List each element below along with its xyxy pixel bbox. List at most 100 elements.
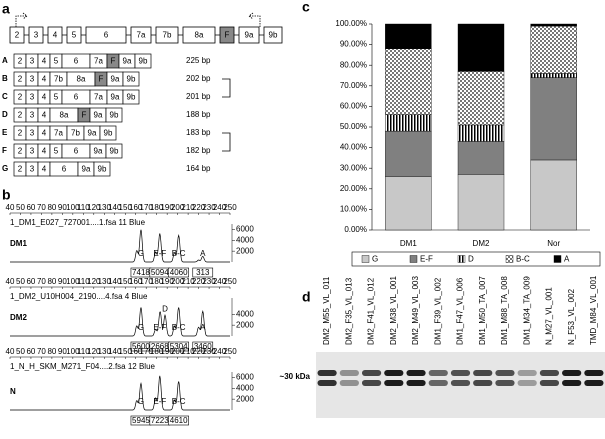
exon: [130, 26, 152, 44]
exon-label: 9a: [88, 129, 97, 138]
x-tick-label: 60: [26, 277, 35, 286]
x-tick-label: 240: [213, 277, 227, 286]
exon-label: F: [82, 111, 87, 120]
bar-segment: [457, 174, 505, 231]
exon-label: 2: [18, 75, 23, 84]
exon-label: 2: [18, 57, 23, 66]
exon-label: 9b: [98, 165, 107, 174]
exon-label: 9a: [123, 57, 132, 66]
exon-label: 2: [18, 111, 23, 120]
exon-label: 4: [42, 129, 47, 138]
x-tick-label: 240: [213, 203, 227, 212]
x-tick-label: 100: [66, 277, 80, 286]
x-tick-label: 190: [160, 347, 174, 356]
peak-area-box: [192, 341, 214, 352]
exon: [105, 107, 123, 123]
trace: [10, 307, 230, 337]
peak-area: 5304: [170, 342, 188, 351]
exon-label: 3: [34, 31, 39, 40]
lane-label: DM2_M49_VL_003: [411, 276, 420, 345]
exon-label: 9a: [94, 111, 103, 120]
lane-label: DM2_M55_VL_011: [322, 276, 331, 345]
bar-segment: [530, 77, 577, 161]
peak-area-box: [168, 341, 189, 352]
x-tick-label: 230: [202, 347, 216, 356]
exon-label: 4: [42, 165, 47, 174]
exon: [85, 26, 127, 44]
exon-label: 5: [72, 31, 77, 40]
peak-area: 5600: [132, 342, 150, 351]
x-tick-label: 180: [150, 203, 164, 212]
blot-band: [450, 380, 471, 386]
bar-segment: [385, 130, 432, 177]
y-tick-label: 4000: [236, 383, 254, 392]
legend-swatch: [553, 255, 562, 263]
bar-segment: [457, 71, 505, 126]
x-tick-label: 210: [181, 347, 195, 356]
trace-file: 1_DM2_U10H004_2190....4.fsa 4 Blue: [10, 292, 148, 301]
bar-segment: [530, 23, 577, 27]
exon: [263, 26, 283, 44]
x-tick-label: 170: [140, 203, 154, 212]
exon-label: 6: [104, 31, 109, 40]
trace-name: DM2: [10, 313, 27, 322]
x-tick-label: 250: [223, 277, 237, 286]
lane-label: DM1_M88_TA_008: [500, 276, 509, 345]
panel-label: c: [302, 0, 310, 15]
primer-arrow: [15, 12, 28, 27]
y-tick-label: 2000: [236, 320, 254, 329]
x-tick-label: 150: [119, 277, 133, 286]
blot-band: [517, 380, 537, 386]
blot-marker: ~30 kDa: [280, 372, 311, 381]
x-tick-label: 150: [119, 347, 133, 356]
isoform-name: A: [2, 56, 8, 65]
lane-label: N_M27_VL_001: [545, 287, 554, 345]
isoform-name: F: [2, 146, 7, 155]
legend-label: G: [372, 255, 378, 264]
x-tick-label: 170: [140, 347, 154, 356]
x-tick-label: 50: [16, 347, 25, 356]
trace-name: DM1: [10, 239, 27, 248]
exon-label: 7b: [163, 31, 172, 40]
bar-segment: [457, 141, 505, 175]
peak-area-box: [168, 267, 189, 278]
exon-label: 6: [74, 57, 79, 66]
peak-label: G: [138, 249, 144, 258]
blot-band: [517, 370, 537, 376]
legend-swatch: [505, 255, 514, 263]
exon: [47, 26, 63, 44]
exon-label: 7b: [54, 75, 63, 84]
exon-label: 3: [30, 57, 35, 66]
blot-band: [428, 370, 448, 376]
peak-label: A: [200, 249, 206, 258]
trace-name: N: [10, 387, 16, 396]
blot-band: [428, 380, 448, 386]
bar-segment: [530, 25, 577, 74]
x-tick-label: 90: [58, 203, 67, 212]
x-tick-label: 120: [87, 347, 101, 356]
exon-label: 7a: [94, 93, 103, 102]
peak-area: 2668: [151, 342, 169, 351]
x-tick-label: 140: [108, 277, 122, 286]
exon-label: 9b: [110, 111, 119, 120]
trace: [10, 375, 230, 411]
exon-label: 7a: [94, 57, 103, 66]
panel-label: a: [2, 1, 10, 17]
lane-label: DM1_M34_TA_009: [522, 276, 531, 345]
exon: [155, 26, 179, 44]
isoform-name: E: [2, 128, 8, 137]
x-tick-label: 80: [47, 203, 56, 212]
blot-band: [317, 370, 337, 376]
exon-label: 2: [18, 165, 23, 174]
y-tick-label: 4000: [236, 235, 254, 244]
exon-label: 8a: [60, 111, 69, 120]
blot-band: [562, 370, 582, 376]
peak-label: E-F: [153, 397, 166, 406]
x-tick-label: 110: [77, 277, 90, 286]
peak-label: E-F: [153, 249, 166, 258]
x-tick-label: 40: [6, 347, 15, 356]
exon-label: 4: [42, 147, 47, 156]
legend-label: D: [468, 255, 474, 264]
blot-band: [339, 370, 359, 376]
